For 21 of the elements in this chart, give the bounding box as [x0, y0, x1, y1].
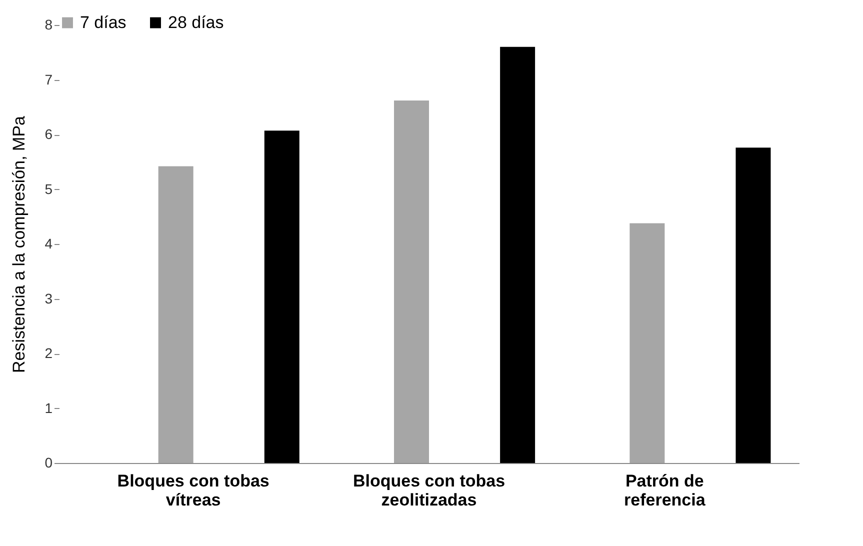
bar [500, 46, 536, 463]
legend-label: 28 días [168, 12, 224, 32]
y-tick-label: 8 [44, 16, 53, 32]
y-axis-title: Resistencia a la compresión, MPa [10, 115, 29, 374]
bar [158, 166, 194, 463]
y-tick-label: 1 [44, 400, 53, 416]
bar [394, 100, 429, 463]
legend-label: 7 días [80, 12, 126, 32]
y-tick-label: 4 [44, 236, 53, 252]
y-tick-label: 2 [44, 345, 53, 361]
bar [264, 130, 300, 463]
bar [736, 148, 771, 463]
x-tick-label: Patrón de referencia [624, 472, 706, 510]
y-tick-label: 0 [44, 454, 53, 470]
x-tick-label: Bloques con tobas vítreas [117, 472, 270, 510]
x-tick-label: Bloques con tobas zeolitizadas [352, 472, 506, 510]
bar [630, 223, 665, 463]
y-tick-label: 5 [44, 180, 53, 197]
y-tick-label: 6 [44, 126, 53, 142]
y-tick-label: 3 [44, 290, 53, 306]
y-tick-label: 7 [44, 71, 53, 88]
